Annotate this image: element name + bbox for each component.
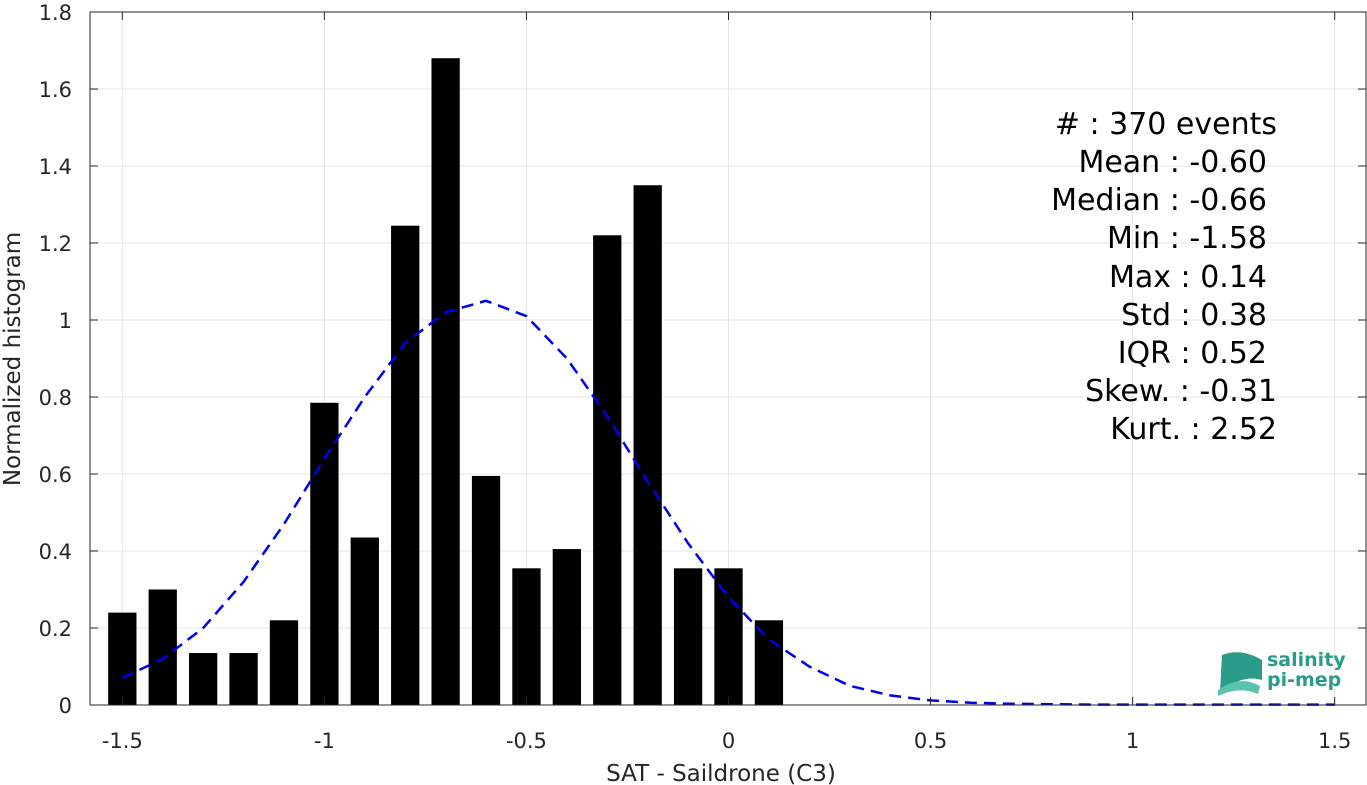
x-axis-label: SAT - Saildrone (C3)	[606, 761, 836, 785]
histogram-bar	[310, 402, 339, 705]
histogram-bar	[189, 653, 218, 705]
x-tick-label: -1.5	[102, 729, 143, 753]
histogram-bar	[229, 653, 258, 705]
y-tick-label: 0.6	[39, 463, 72, 487]
x-tick-label: 1.5	[1318, 729, 1351, 753]
x-tick-label: 0	[722, 729, 735, 753]
salinity-pi-mep-logo: salinity pi-mep	[1218, 649, 1346, 696]
histogram-bar	[593, 235, 622, 706]
wave-logo-layer-icon	[1218, 681, 1260, 696]
stat-iqr: IQR : 0.52	[1118, 336, 1267, 371]
histogram-bar	[673, 568, 703, 705]
x-axis-ticks: -1.5 -1 -0.5 0 0.5 1 1.5	[102, 12, 1351, 753]
stat-mean: Mean : -0.60	[1078, 145, 1267, 180]
histogram-bar	[552, 549, 581, 705]
x-tick-label: -1	[314, 729, 335, 753]
y-tick-label: 1.2	[39, 232, 72, 256]
histogram-bar	[633, 185, 662, 705]
x-tick-label: 0.5	[914, 729, 947, 753]
stat-count: # : 370 events	[1055, 107, 1277, 142]
stat-max: Max : 0.14	[1109, 260, 1267, 295]
y-tick-label: 0.2	[39, 617, 72, 641]
x-tick-label: 1	[1126, 729, 1139, 753]
histogram-bar	[471, 475, 501, 705]
histogram-bar	[350, 537, 379, 705]
y-tick-label: 1	[59, 309, 72, 333]
stat-min: Min : -1.58	[1107, 221, 1267, 256]
normal-fit-curve	[121, 299, 1335, 706]
stat-kurt: Kurt. : 2.52	[1110, 412, 1277, 447]
y-tick-label: 1.4	[39, 155, 72, 179]
wave-logo-icon	[1220, 652, 1262, 692]
histogram-bars	[108, 58, 784, 706]
histogram-bar	[431, 58, 460, 705]
x-tick-label: -0.5	[506, 729, 547, 753]
logo-text-salinity: salinity	[1267, 649, 1346, 671]
stat-skew: Skew. : -0.31	[1085, 374, 1277, 409]
histogram-bar	[391, 225, 420, 706]
y-tick-label: 1.6	[39, 78, 72, 102]
histogram-bar	[512, 568, 541, 705]
histogram-bar	[148, 589, 177, 705]
stat-std: Std : 0.38	[1121, 298, 1267, 333]
y-tick-label: 1.8	[39, 1, 72, 25]
stat-median: Median : -0.66	[1051, 183, 1267, 218]
y-axis-label: Normalized histogram	[0, 232, 26, 486]
y-tick-label: 0.4	[39, 540, 72, 564]
histogram-bar	[269, 620, 299, 705]
histogram-bar	[108, 612, 137, 705]
histogram-bar	[754, 620, 784, 705]
y-tick-label: 0	[59, 694, 72, 718]
logo-text-pi-mep: pi-mep	[1267, 669, 1341, 691]
histogram-bar	[714, 568, 743, 705]
y-axis-ticks: 0 0.2 0.4 0.6 0.8 1 1.2 1.4 1.6 1.8	[39, 1, 1366, 718]
stats-box: # : 370 events Mean : -0.60 Median : -0.…	[1051, 107, 1277, 447]
y-tick-label: 0.8	[39, 386, 72, 410]
